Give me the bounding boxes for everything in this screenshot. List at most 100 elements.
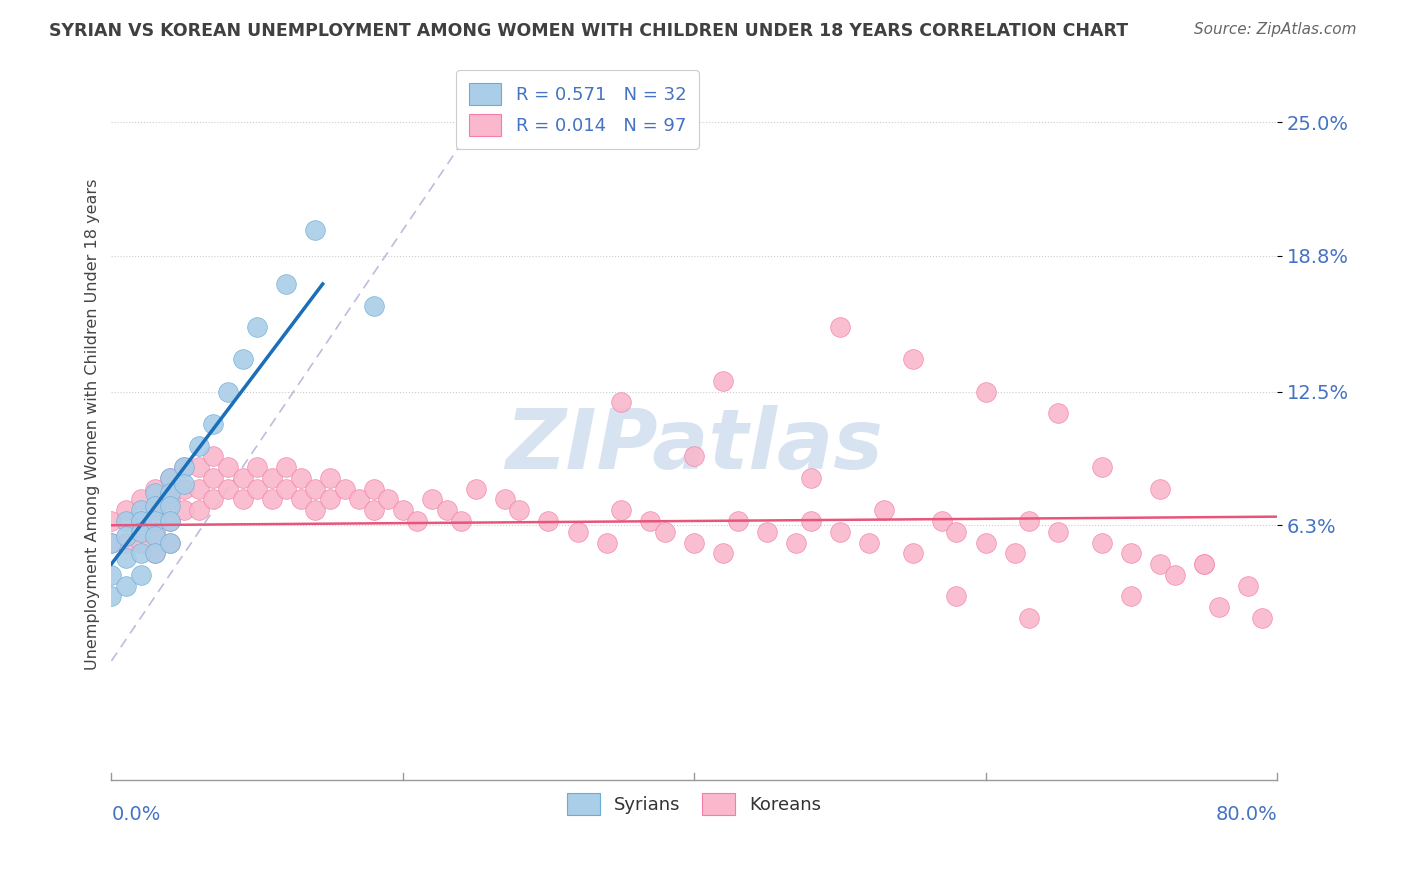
Point bbox=[800, 471, 823, 485]
Point bbox=[159, 471, 181, 485]
Point bbox=[1192, 557, 1215, 571]
Point bbox=[420, 492, 443, 507]
Point bbox=[1237, 579, 1260, 593]
Point bbox=[129, 514, 152, 528]
Point bbox=[436, 503, 458, 517]
Point bbox=[1047, 524, 1070, 539]
Point bbox=[800, 514, 823, 528]
Point bbox=[115, 550, 138, 565]
Point bbox=[143, 486, 166, 500]
Point bbox=[945, 524, 967, 539]
Point bbox=[333, 482, 356, 496]
Point bbox=[945, 590, 967, 604]
Y-axis label: Unemployment Among Women with Children Under 18 years: Unemployment Among Women with Children U… bbox=[86, 178, 100, 670]
Point bbox=[143, 524, 166, 539]
Point bbox=[129, 503, 152, 517]
Point bbox=[115, 514, 138, 528]
Point bbox=[202, 450, 225, 464]
Point bbox=[1149, 482, 1171, 496]
Point bbox=[202, 492, 225, 507]
Point bbox=[683, 535, 706, 549]
Point bbox=[1091, 460, 1114, 475]
Point bbox=[100, 514, 122, 528]
Point bbox=[129, 546, 152, 560]
Legend: Syrians, Koreans: Syrians, Koreans bbox=[558, 784, 831, 824]
Point bbox=[202, 417, 225, 431]
Point bbox=[756, 524, 779, 539]
Point bbox=[276, 460, 298, 475]
Point bbox=[173, 460, 195, 475]
Point bbox=[115, 579, 138, 593]
Point bbox=[464, 482, 486, 496]
Point bbox=[711, 374, 734, 388]
Point bbox=[610, 395, 633, 409]
Point bbox=[711, 546, 734, 560]
Point bbox=[276, 277, 298, 291]
Point bbox=[347, 492, 370, 507]
Point bbox=[1004, 546, 1026, 560]
Point bbox=[828, 320, 851, 334]
Point bbox=[494, 492, 516, 507]
Point bbox=[683, 450, 706, 464]
Point bbox=[100, 567, 122, 582]
Point bbox=[232, 471, 254, 485]
Point bbox=[159, 499, 181, 513]
Point bbox=[785, 535, 807, 549]
Text: 80.0%: 80.0% bbox=[1215, 805, 1277, 824]
Point bbox=[143, 482, 166, 496]
Point bbox=[567, 524, 589, 539]
Point bbox=[363, 299, 385, 313]
Point bbox=[1018, 611, 1040, 625]
Point bbox=[640, 514, 662, 528]
Point bbox=[115, 535, 138, 549]
Point bbox=[217, 460, 239, 475]
Text: SYRIAN VS KOREAN UNEMPLOYMENT AMONG WOMEN WITH CHILDREN UNDER 18 YEARS CORRELATI: SYRIAN VS KOREAN UNEMPLOYMENT AMONG WOME… bbox=[49, 22, 1129, 40]
Point bbox=[100, 535, 122, 549]
Point bbox=[246, 320, 269, 334]
Point bbox=[596, 535, 619, 549]
Point bbox=[610, 503, 633, 517]
Point bbox=[391, 503, 413, 517]
Point bbox=[727, 514, 749, 528]
Text: Source: ZipAtlas.com: Source: ZipAtlas.com bbox=[1194, 22, 1357, 37]
Point bbox=[129, 535, 152, 549]
Point bbox=[115, 529, 138, 543]
Point bbox=[1047, 406, 1070, 420]
Point bbox=[1091, 535, 1114, 549]
Point bbox=[100, 590, 122, 604]
Point bbox=[159, 514, 181, 528]
Point bbox=[232, 492, 254, 507]
Point bbox=[1149, 557, 1171, 571]
Point bbox=[115, 503, 138, 517]
Point bbox=[159, 492, 181, 507]
Point bbox=[290, 492, 312, 507]
Point bbox=[1251, 611, 1274, 625]
Point bbox=[901, 546, 924, 560]
Point bbox=[217, 384, 239, 399]
Point bbox=[304, 482, 326, 496]
Point bbox=[319, 471, 342, 485]
Point bbox=[1121, 546, 1143, 560]
Point bbox=[159, 514, 181, 528]
Point bbox=[260, 492, 283, 507]
Point bbox=[1164, 567, 1187, 582]
Point bbox=[1192, 557, 1215, 571]
Point bbox=[276, 482, 298, 496]
Point bbox=[901, 352, 924, 367]
Point bbox=[187, 439, 209, 453]
Point bbox=[931, 514, 953, 528]
Point bbox=[304, 223, 326, 237]
Point bbox=[173, 460, 195, 475]
Point bbox=[232, 352, 254, 367]
Point bbox=[654, 524, 676, 539]
Point bbox=[290, 471, 312, 485]
Point bbox=[406, 514, 429, 528]
Point bbox=[143, 546, 166, 560]
Point bbox=[129, 567, 152, 582]
Point bbox=[508, 503, 530, 517]
Point bbox=[828, 524, 851, 539]
Point bbox=[143, 514, 166, 528]
Point bbox=[202, 471, 225, 485]
Point bbox=[217, 482, 239, 496]
Point bbox=[187, 503, 209, 517]
